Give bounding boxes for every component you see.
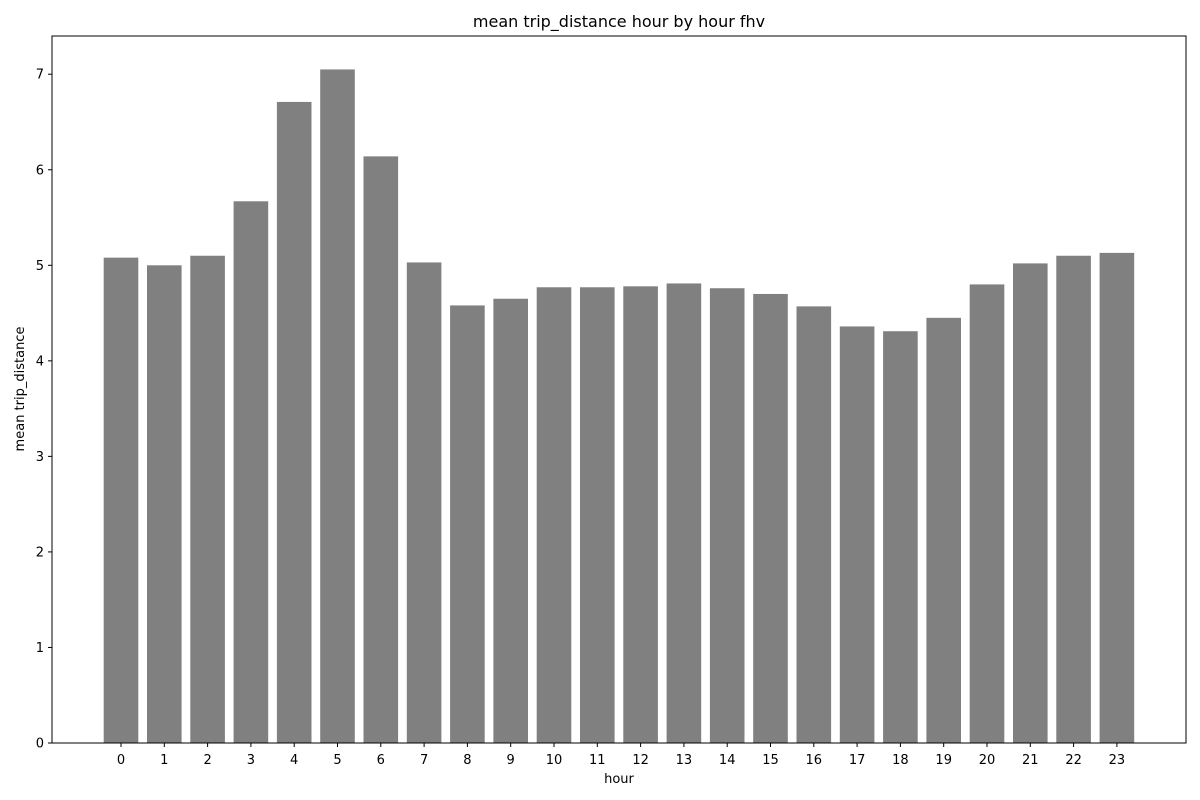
y-tick-label: 7	[36, 68, 44, 83]
y-tick-label: 6	[36, 163, 44, 178]
x-tick-label: 5	[333, 753, 341, 768]
bars-layer	[103, 69, 1135, 744]
bar-hour-10	[536, 287, 572, 743]
x-tick-label: 8	[463, 753, 471, 768]
y-tick-label: 4	[36, 354, 44, 369]
x-tick-label: 1	[160, 753, 168, 768]
bar-hour-7	[406, 262, 442, 743]
bar-hour-13	[666, 283, 702, 743]
x-tick-label: 18	[892, 753, 909, 768]
bar-hour-1	[147, 265, 182, 743]
bar-hour-17	[839, 326, 875, 743]
chart-title: mean trip_distance hour by hour fhv	[473, 12, 765, 32]
bar-hour-8	[450, 305, 485, 743]
x-tick-label: 7	[420, 753, 428, 768]
bar-hour-12	[623, 286, 658, 743]
x-axis: 0 1 2 3 4 5 6 7 8 9 10 11 12 13 14 15 16 17 18 19 20 21 22 23	[117, 743, 1125, 768]
bar-hour-18	[883, 331, 918, 743]
bar-hour-9	[493, 298, 528, 743]
bar-hour-5	[320, 69, 355, 743]
bar-hour-20	[969, 284, 1005, 743]
x-tick-label: 3	[247, 753, 255, 768]
x-tick-label: 20	[979, 753, 996, 768]
x-tick-label: 9	[507, 753, 515, 768]
x-tick-label: 6	[377, 753, 385, 768]
y-axis: 0 1 2 3 4 5 6 7	[36, 68, 52, 752]
x-tick-label: 14	[719, 753, 736, 768]
x-tick-label: 23	[1109, 753, 1126, 768]
bar-hour-22	[1056, 255, 1091, 744]
y-tick-label: 5	[36, 259, 44, 274]
bar-hour-21	[1013, 263, 1048, 743]
y-tick-label: 0	[36, 737, 44, 752]
x-tick-label: 2	[203, 753, 211, 768]
x-tick-label: 22	[1065, 753, 1082, 768]
y-axis-label: mean trip_distance	[13, 327, 28, 452]
x-tick-label: 13	[676, 753, 693, 768]
bar-hour-4	[276, 101, 312, 744]
x-axis-label: hour	[604, 772, 634, 787]
x-tick-label: 4	[290, 753, 298, 768]
x-tick-label: 15	[762, 753, 779, 768]
x-tick-label: 21	[1022, 753, 1039, 768]
x-tick-label: 16	[806, 753, 823, 768]
y-tick-label: 1	[36, 641, 44, 656]
bar-hour-11	[580, 287, 615, 743]
bar-hour-0	[103, 257, 139, 743]
x-tick-label: 11	[589, 753, 606, 768]
y-tick-label: 3	[36, 450, 44, 465]
x-tick-label: 12	[632, 753, 649, 768]
plot-frame	[51, 35, 1187, 744]
bar-hour-2	[190, 255, 225, 744]
bar-hour-3	[233, 201, 269, 744]
x-tick-label: 17	[849, 753, 866, 768]
bar-hour-23	[1099, 252, 1135, 743]
bar-hour-19	[926, 317, 961, 743]
bar-hour-6	[363, 156, 399, 743]
bar-hour-16	[796, 306, 832, 743]
x-tick-label: 0	[117, 753, 125, 768]
x-tick-label: 19	[935, 753, 952, 768]
bar-hour-15	[753, 293, 788, 743]
bar-hour-14	[709, 288, 745, 743]
y-tick-label: 2	[36, 545, 44, 560]
x-tick-label: 10	[546, 753, 563, 768]
